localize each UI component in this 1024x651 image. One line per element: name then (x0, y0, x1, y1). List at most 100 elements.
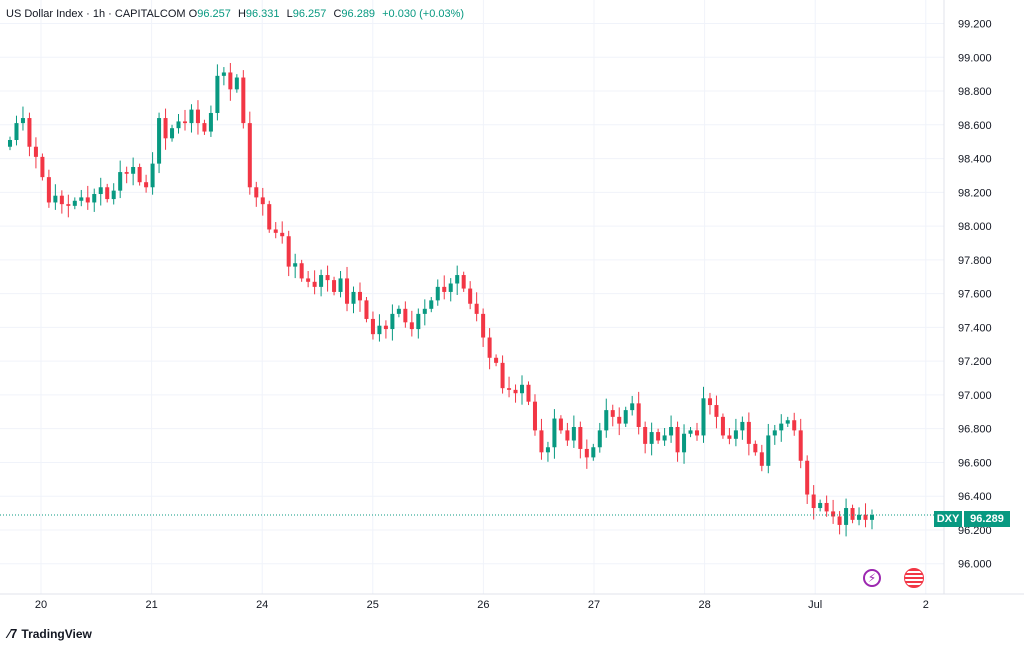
candle (247, 111, 252, 195)
candle (597, 422, 602, 453)
candle (610, 404, 615, 427)
y-tick-label: 97.400 (958, 322, 992, 334)
open-value: 96.257 (197, 8, 231, 20)
y-tick-label: 98.000 (958, 221, 992, 233)
candle (325, 265, 330, 292)
candle (532, 394, 537, 436)
legend-header: US Dollar Index · 1h · CAPITALCOM O96.25… (6, 8, 465, 20)
candle (144, 174, 149, 193)
candle (131, 157, 136, 186)
candle (863, 503, 868, 528)
candle (170, 124, 175, 142)
candle (396, 305, 401, 318)
candle (124, 166, 129, 184)
candle (500, 355, 505, 394)
candle (507, 376, 512, 398)
y-tick-label: 97.200 (958, 356, 992, 368)
candle (435, 279, 440, 306)
x-tick-label: 26 (477, 599, 489, 611)
y-tick-label: 97.800 (958, 255, 992, 267)
candle (545, 441, 550, 462)
candle (461, 271, 466, 292)
price-axis[interactable]: 96.000 96.200 96.400 96.600 96.800 97.000 97.2… (958, 19, 992, 571)
tradingview-logo[interactable]: ⁄7 TradingView (8, 626, 92, 641)
candle (293, 253, 298, 279)
x-tick-label: 20 (35, 599, 47, 611)
candle (59, 190, 64, 214)
open-label: O (188, 8, 198, 20)
candle (623, 406, 628, 427)
candle (831, 499, 836, 524)
candle (286, 230, 291, 277)
lightning-icon[interactable]: ⚡ (863, 569, 881, 587)
candle (682, 424, 687, 464)
candle (390, 304, 395, 341)
candle (79, 189, 84, 207)
candle (675, 421, 680, 462)
candle (312, 270, 317, 295)
candle (273, 222, 278, 239)
low-label: L (286, 8, 293, 20)
time-axis[interactable]: 20 21 24 25 26 27 28 Jul 2 (35, 599, 929, 611)
candle (759, 444, 764, 472)
interval[interactable]: 1h (92, 8, 106, 20)
high-value: 96.331 (245, 8, 280, 20)
candle (753, 440, 758, 456)
candle (474, 292, 479, 322)
candle (111, 183, 116, 205)
candle (798, 418, 803, 469)
candle (772, 424, 777, 445)
candle (377, 314, 382, 342)
candle (27, 112, 32, 157)
candle (66, 194, 71, 218)
candle (228, 63, 233, 101)
candle (869, 509, 875, 530)
candle (746, 412, 751, 456)
candle (584, 439, 589, 469)
candle (727, 428, 732, 445)
us-flag-icon[interactable] (904, 568, 924, 588)
y-tick-label: 96.400 (958, 491, 992, 503)
candle (118, 160, 123, 199)
candle (163, 108, 168, 150)
candle (565, 422, 570, 446)
candle (299, 259, 304, 282)
candle (409, 310, 414, 337)
candle (364, 297, 369, 323)
candle (720, 413, 725, 439)
candle (805, 455, 810, 504)
candle (468, 281, 473, 310)
candle (578, 421, 583, 459)
high-label: H (237, 8, 246, 20)
close-label: C (333, 8, 342, 20)
candle (630, 395, 635, 416)
candle (552, 409, 557, 459)
candle (267, 200, 272, 233)
brand-label: TradingView (21, 626, 92, 641)
candle (850, 504, 855, 524)
low-value: 96.257 (292, 8, 327, 20)
candle (649, 422, 654, 456)
candle (403, 301, 408, 328)
candle (234, 74, 239, 93)
candle (46, 169, 51, 208)
candle (740, 416, 745, 440)
candle (558, 415, 563, 434)
candle (85, 185, 90, 210)
candle (591, 443, 596, 461)
candle (811, 485, 816, 520)
x-tick-label: 24 (256, 599, 268, 611)
candle (494, 354, 499, 367)
candle (40, 153, 45, 181)
candle (215, 64, 220, 121)
exchange: CAPITALCOM (114, 8, 186, 20)
x-tick-label: 21 (145, 599, 157, 611)
candle (688, 426, 693, 438)
candle (669, 415, 674, 443)
candle (338, 271, 343, 298)
candle (422, 299, 427, 326)
symbol-name[interactable]: US Dollar Index (6, 8, 84, 20)
y-tick-label: 98.200 (958, 187, 992, 199)
y-tick-label: 96.600 (958, 457, 992, 469)
